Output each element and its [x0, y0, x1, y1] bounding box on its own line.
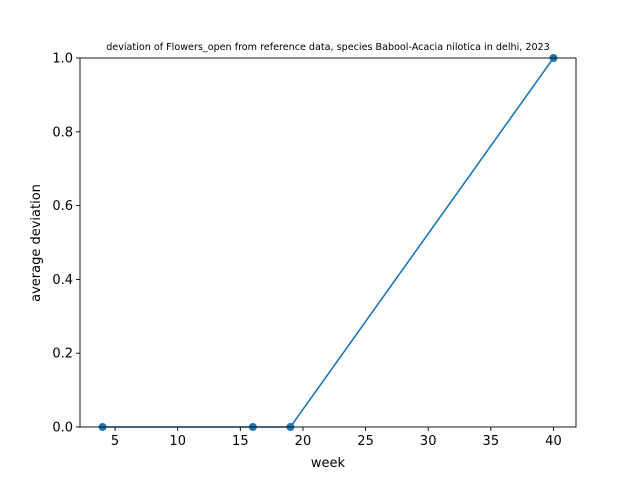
series-line-0	[102, 57, 555, 428]
x-tick-label-2: 15	[232, 434, 249, 449]
y-tick-label-5: 1.0	[52, 52, 73, 67]
y-tick-label-2: 0.4	[52, 273, 73, 288]
x-tick-label-5: 30	[420, 434, 437, 449]
plot-area: 5 10 15 20 25 30 35 40 0.0 0.2 0.4 0.6 0.8 1.0	[52, 52, 577, 449]
x-tick-label-0: 5	[111, 434, 119, 449]
axes-frame	[79, 57, 577, 428]
y-tick-label-4: 0.8	[52, 125, 73, 140]
x-tick-label-3: 20	[295, 434, 312, 449]
y-tick-label-1: 0.2	[52, 347, 73, 362]
y-tick-label-0: 0.0	[52, 421, 73, 436]
y-tick-label-3: 0.6	[52, 199, 73, 214]
x-axis-label: week	[311, 456, 346, 471]
chart-title: deviation of Flowers_open from reference…	[106, 42, 550, 53]
x-tick-label-1: 10	[169, 434, 186, 449]
x-tick-label-6: 35	[483, 434, 500, 449]
y-axis-label: average deviation	[29, 184, 44, 302]
x-tick-label-7: 40	[545, 434, 562, 449]
x-tick-label-4: 25	[357, 434, 374, 449]
